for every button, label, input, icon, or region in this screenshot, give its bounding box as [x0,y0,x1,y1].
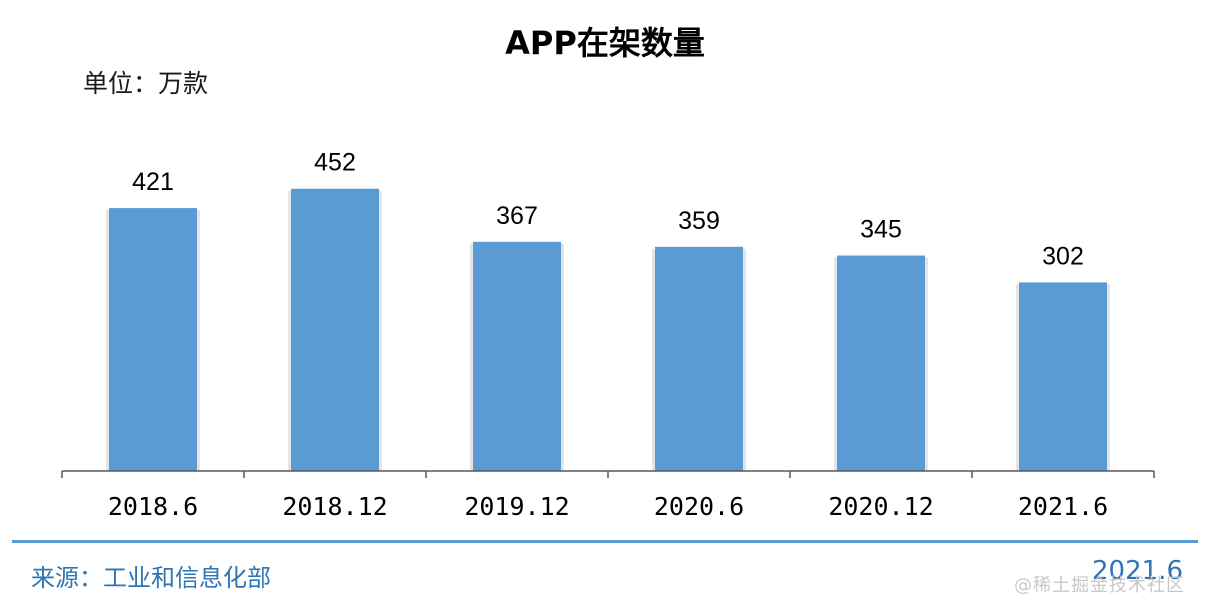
bar-2018.12 [291,188,379,471]
unit-label: 单位：万款 [83,69,209,98]
bar-2021.6 [1019,282,1107,471]
bar-2019.12 [473,241,561,471]
bar-2020.6 [655,246,743,471]
x-tick-label: 2019.12 [464,492,569,521]
data-label: 302 [1042,242,1084,270]
bar-2018.6 [109,208,197,471]
x-tick-label: 2021.6 [1018,492,1108,521]
data-label: 421 [132,168,174,196]
data-label: 345 [860,216,902,244]
date-label: 2021.6 [1092,556,1183,586]
x-tick-label: 2020.12 [828,492,933,521]
x-tick-label: 2018.6 [108,492,198,521]
bar-2020.12 [837,255,925,471]
x-tick-label: 2018.12 [282,492,387,521]
bar-chart: 421 2018.6 452 2018.12 367 2019.12 359 2020.6 34… [61,149,1155,521]
data-label: 359 [678,207,720,235]
x-tick-label: 2020.6 [654,492,744,521]
source-label: 来源：工业和信息化部 [31,564,271,592]
footer-divider [12,540,1198,543]
chart-title: APP在架数量 [505,24,705,62]
data-label: 367 [496,202,538,230]
watermark: @稀土掘金技术社区 [1014,575,1185,596]
data-label: 452 [314,149,356,177]
